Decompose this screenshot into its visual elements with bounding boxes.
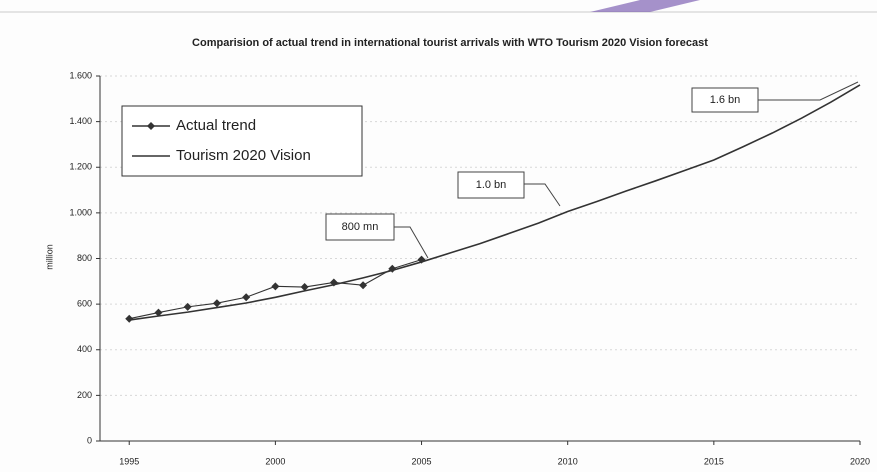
annotation-leader [758,81,859,101]
point-marker [242,293,251,302]
point-marker [212,299,221,308]
y-tick-label: 1.200 [69,162,92,172]
series-line [129,84,861,321]
point-marker [359,281,368,290]
x-tick-label: 2010 [558,456,578,466]
chart-title: Comparision of actual trend in internati… [192,37,708,49]
annotation-box [691,87,759,113]
annotation-text: 1.6 bn [710,94,741,106]
annotation-leader [394,226,429,259]
y-tick-label: 1.400 [69,116,92,126]
y-tick-label: 1.000 [69,207,92,217]
y-tick-label: 200 [77,390,92,400]
y-tick-label: 1.600 [69,70,92,80]
annotation-text: 1.0 bn [476,179,507,191]
y-tick-label: 0 [87,435,92,445]
annotation-leader [524,183,561,207]
annotation-box [325,213,395,241]
y-axis-label: million [44,244,54,270]
decoration [590,0,700,12]
y-tick-label: 600 [77,299,92,309]
point-marker [300,283,309,292]
legend-box [121,105,363,177]
point-marker [154,308,163,317]
legend-label: Tourism 2020 Vision [176,147,311,164]
y-tick-label: 800 [77,253,92,263]
x-tick-label: 2020 [850,456,870,466]
y-tick-label: 400 [77,344,92,354]
point-marker [271,282,280,291]
point-marker [183,302,192,311]
point-marker [125,314,134,323]
x-tick-label: 2000 [265,456,285,466]
x-tick-label: 2005 [412,456,432,466]
x-tick-label: 2015 [704,456,724,466]
legend-marker [147,122,155,130]
legend-label: Actual trend [176,117,256,134]
x-tick-label: 1995 [119,456,139,466]
annotation-text: 800 mn [342,221,379,233]
annotation-box [457,171,525,199]
